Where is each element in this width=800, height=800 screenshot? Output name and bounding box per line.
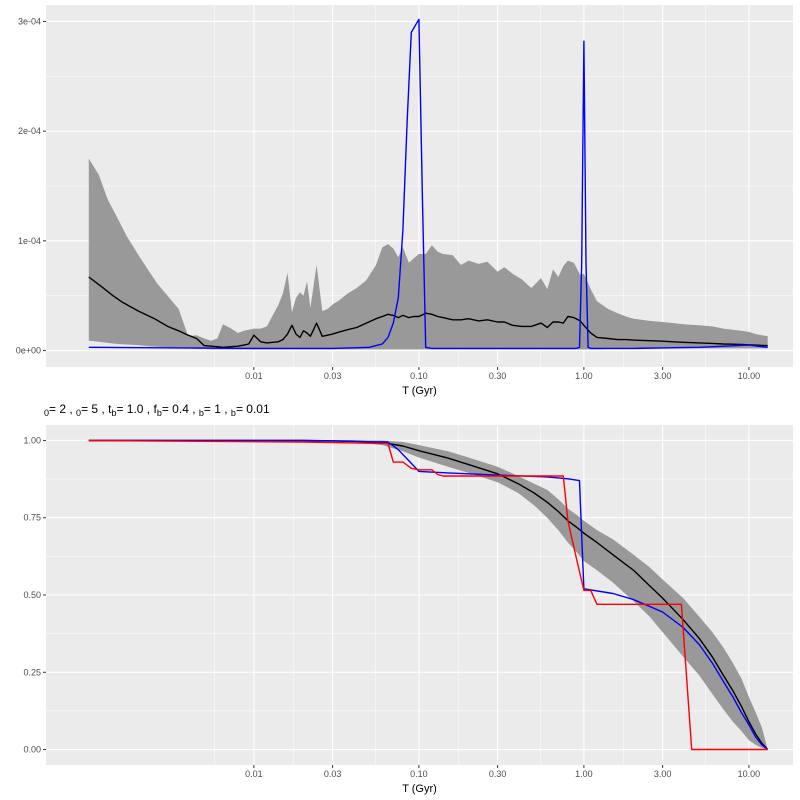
lower-series-line-2 [88, 439, 769, 751]
lower-x-tick-label: 1.00 [575, 769, 593, 779]
lower-y-tick-label: 0.75 [23, 513, 41, 523]
upper-series-line-1 [88, 276, 768, 348]
param-subscript: b [111, 408, 116, 418]
lower-x-axis-title: T (Gyr) [402, 783, 437, 795]
lower-x-tick-label: 0.10 [410, 769, 428, 779]
param-value: = 0.01 [236, 402, 270, 416]
upper-series-line-2 [88, 18, 768, 350]
upper-y-tick-label: 2e-04 [18, 126, 41, 136]
param-value: = 2 , [49, 402, 76, 416]
upper-x-tick-label: 0.30 [489, 371, 507, 381]
upper-x-axis-title: T (Gyr) [402, 385, 437, 397]
lower-x-tick-label: 0.01 [245, 769, 263, 779]
param-value: = 0.4 , [162, 402, 199, 416]
lower-y-tick-label: 0.00 [23, 745, 41, 755]
lower-x-tick-label: 3.00 [654, 769, 672, 779]
lower-x-tick-label: 0.30 [489, 769, 507, 779]
parameter-subtitle: 0= 2 , 0= 5 , tb= 1.0 , fb= 0.4 , b= 1 ,… [44, 402, 270, 418]
lower-y-tick-label: 0.50 [23, 590, 41, 600]
param-value: = 1.0 , [116, 402, 153, 416]
param-subscript: b [231, 408, 236, 418]
upper-x-tick-label: 0.03 [324, 371, 342, 381]
param-symbol: t [108, 402, 112, 416]
upper-x-tick-label: 0.10 [410, 371, 428, 381]
param-value: = 5 , [81, 402, 108, 416]
param-subscript: 0 [44, 408, 49, 418]
lower-y-tick-label: 1.00 [23, 435, 41, 445]
lower-y-tick-label: 0.25 [23, 667, 41, 677]
lower-uncertainty-ribbon [88, 440, 768, 750]
upper-y-tick-label: 3e-04 [18, 16, 41, 26]
upper-y-tick-label: 0e+00 [16, 346, 41, 356]
upper-x-tick-label: 0.01 [245, 371, 263, 381]
param-value: = 1 , [204, 402, 231, 416]
upper-density-chart: 0.01 0.03 0.10 0.30 1.00 3.00 10.00 0e+00 1e-04 2… [16, 5, 793, 397]
param-symbol: f [153, 402, 157, 416]
param-subscript: b [157, 408, 162, 418]
param-subscript: 0 [76, 408, 81, 418]
upper-x-tick-label: 10.00 [738, 371, 761, 381]
lower-x-tick-label: 10.00 [738, 769, 761, 779]
upper-x-tick-label: 1.00 [575, 371, 593, 381]
lower-series-line-1 [88, 439, 769, 750]
param-subscript: b [199, 408, 204, 418]
upper-uncertainty-ribbon [88, 158, 768, 350]
upper-y-tick-label: 1e-04 [18, 236, 41, 246]
lower-series-line-3 [88, 439, 768, 751]
lower-x-tick-label: 0.03 [324, 769, 342, 779]
upper-x-tick-label: 3.00 [654, 371, 672, 381]
lower-cumulative-chart: 0.01 0.03 0.10 0.30 1.00 3.00 10.00 0.00 0.25 0.5… [23, 425, 793, 795]
